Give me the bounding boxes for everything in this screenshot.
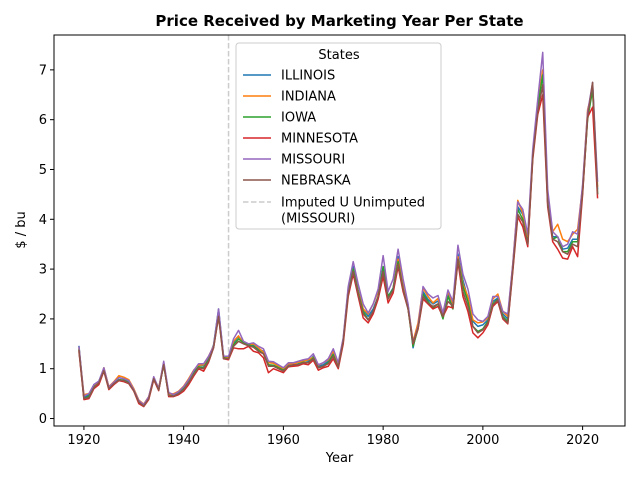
legend-label-nebraska: NEBRASKA — [281, 174, 351, 189]
y-tick-label: 1 — [39, 362, 47, 377]
legend-label-illinois: ILLINOIS — [281, 69, 335, 84]
legend-title: States — [318, 48, 359, 63]
series-layer — [78, 51, 599, 408]
y-tick-label: 0 — [39, 412, 47, 427]
x-tick-label: 2000 — [466, 433, 499, 448]
y-tick-label: 7 — [39, 63, 47, 78]
y-tick-label: 5 — [39, 163, 47, 178]
legend-label-imputed: Imputed U Unimputed (MISSOURI) — [281, 196, 425, 227]
plot-area — [53, 34, 626, 427]
x-axis: 1920 1940 1960 1980 2000 2020 — [67, 426, 599, 448]
legend-entries: ILLINOIS INDIANA IOWA MINNESOTA MISSOURI NEBR… — [243, 69, 425, 227]
x-tick-label: 1940 — [167, 433, 200, 448]
x-tick-label: 2020 — [566, 433, 599, 448]
y-tick-label: 3 — [39, 263, 47, 278]
y-tick-label: 2 — [39, 312, 47, 327]
y-tick-label: 6 — [39, 113, 47, 128]
legend-label-missouri: MISSOURI — [281, 153, 345, 168]
chart-title: Price Received by Marketing Year Per Sta… — [155, 12, 523, 30]
series-line-nebraska — [78, 81, 599, 407]
y-tick-label: 4 — [39, 213, 47, 228]
x-axis-title: Year — [325, 451, 354, 466]
legend: States ILLINOIS INDIANA IOWA MINNESOTA MISSO… — [235, 42, 442, 230]
legend-box — [235, 42, 442, 230]
x-tick-label: 1920 — [67, 433, 100, 448]
legend-label-indiana: INDIANA — [281, 90, 336, 105]
y-axis: 0 1 2 3 4 5 6 7 — [39, 63, 54, 427]
x-tick-label: 1980 — [367, 433, 400, 448]
axes-frame — [53, 34, 626, 427]
legend-label-iowa: IOWA — [281, 111, 316, 126]
y-axis-title: $ / bu — [14, 211, 29, 248]
legend-label-minnesota: MINNESOTA — [281, 132, 358, 147]
x-tick-label: 1960 — [267, 433, 300, 448]
